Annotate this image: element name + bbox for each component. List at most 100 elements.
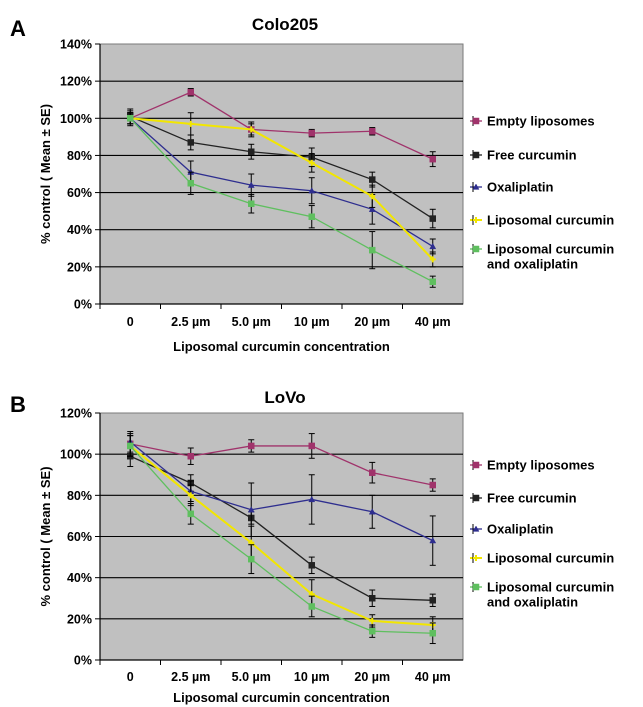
y-tick-label: 120% xyxy=(60,407,92,421)
y-tick-label: 20% xyxy=(67,260,92,274)
data-point xyxy=(247,506,255,513)
legend-label: Liposomal curcumin and oxaliplatin xyxy=(487,242,614,272)
panel-b: B LoVo 0% 20% 40% 60% 80% 100% 120% 0 2.5 µm 5.0 µm… xyxy=(10,388,614,705)
y-tick-label: 80% xyxy=(67,149,92,163)
data-point xyxy=(308,213,315,220)
legend-label: Liposomal curcumin and oxaliplatin xyxy=(487,580,614,610)
data-point xyxy=(369,176,376,183)
data-point xyxy=(308,562,315,569)
x-tick-label: 40 µm xyxy=(415,670,451,684)
series-1 xyxy=(127,433,436,492)
legend-entry: Free curcumin xyxy=(470,148,577,163)
y-tick-label: 120% xyxy=(60,75,92,89)
chart-title: Colo205 xyxy=(252,15,318,34)
legend-entry: Oxaliplatin xyxy=(470,522,554,537)
legend-marker xyxy=(472,245,480,253)
legend-entry: Oxaliplatin xyxy=(470,180,554,195)
data-point xyxy=(429,278,436,285)
data-point xyxy=(187,452,194,460)
legend-marker xyxy=(472,461,480,469)
panel-letter: A xyxy=(10,16,26,41)
data-point xyxy=(429,597,436,604)
y-axis-label: % control ( Mean ± SE) xyxy=(38,104,53,244)
data-point xyxy=(369,128,376,135)
series-line xyxy=(130,117,434,261)
series-line xyxy=(129,455,433,601)
x-tick-label: 10 µm xyxy=(294,670,330,684)
y-tick-label: 60% xyxy=(67,186,92,200)
x-tick-label: 10 µm xyxy=(294,315,330,329)
data-point xyxy=(187,180,194,187)
data-point xyxy=(369,469,376,476)
x-axis-label: Liposomal curcumin concentration xyxy=(173,339,390,354)
legend-label: Liposomal curcumin xyxy=(487,213,614,228)
series-line xyxy=(130,443,433,486)
data-point xyxy=(429,242,437,250)
legend-entry: Liposomal curcumin and oxaliplatin xyxy=(470,242,614,272)
legend-entry: Liposomal curcumin and oxaliplatin xyxy=(470,580,614,610)
data-point xyxy=(248,148,255,155)
x-tick-label: 2.5 µm xyxy=(171,315,210,329)
data-point xyxy=(429,155,436,163)
series-line xyxy=(129,115,434,220)
series-line xyxy=(129,117,434,283)
y-axis-label: % control ( Mean ± SE) xyxy=(38,466,53,606)
legend-label: Empty liposomes xyxy=(487,458,595,473)
y-tick-label: 0% xyxy=(74,298,92,312)
legend-marker xyxy=(472,525,480,532)
legend-marker xyxy=(472,583,480,591)
y-tick-label: 40% xyxy=(67,571,92,585)
data-point xyxy=(429,256,436,263)
y-tick-label: 80% xyxy=(67,489,92,503)
legend-marker xyxy=(473,217,479,223)
data-point xyxy=(369,595,376,602)
data-point xyxy=(248,555,255,563)
x-tick-label: 2.5 µm xyxy=(171,670,210,684)
series-5 xyxy=(127,435,436,645)
data-point xyxy=(127,115,134,122)
data-point xyxy=(308,159,315,166)
data-point xyxy=(127,442,134,450)
legend-marker xyxy=(472,151,480,159)
legend-label: Oxaliplatin xyxy=(487,180,554,195)
legend-label: Liposomal curcumin xyxy=(487,551,614,566)
legend-marker xyxy=(472,117,480,125)
y-tick-label: 40% xyxy=(67,223,92,237)
data-point xyxy=(368,508,376,515)
data-point xyxy=(369,627,376,635)
series-5 xyxy=(127,112,436,288)
data-point xyxy=(308,187,316,194)
series-line xyxy=(129,441,434,542)
x-tick-label: 40 µm xyxy=(415,315,451,329)
data-point xyxy=(369,246,376,254)
data-point xyxy=(308,129,315,137)
data-point xyxy=(308,442,315,450)
legend-entry: Liposomal curcumin xyxy=(470,213,614,228)
x-tick-label: 5.0 µm xyxy=(232,670,271,684)
x-tick-label: 20 µm xyxy=(354,315,390,329)
legend-entry: Empty liposomes xyxy=(470,458,595,473)
y-tick-label: 100% xyxy=(60,112,92,126)
legend-entry: Free curcumin xyxy=(470,491,577,506)
data-point xyxy=(187,120,194,127)
series-line xyxy=(129,445,433,634)
data-point xyxy=(429,215,436,222)
x-tick-label: 20 µm xyxy=(354,670,390,684)
x-tick-label: 5.0 µm xyxy=(232,315,271,329)
data-point xyxy=(308,495,316,503)
plot-area xyxy=(99,43,464,305)
data-point xyxy=(429,481,436,489)
legend-marker xyxy=(472,183,480,190)
y-tick-label: 20% xyxy=(67,612,92,626)
data-point xyxy=(187,139,194,146)
x-axis-label: Liposomal curcumin concentration xyxy=(173,690,390,705)
panel-letter: B xyxy=(10,392,26,417)
data-point xyxy=(187,510,194,518)
series-line xyxy=(129,445,433,627)
data-point xyxy=(248,126,255,133)
data-point xyxy=(247,181,255,188)
data-point xyxy=(248,200,255,207)
legend-label: Oxaliplatin xyxy=(487,522,554,537)
legend-entry: Empty liposomes xyxy=(470,114,595,129)
